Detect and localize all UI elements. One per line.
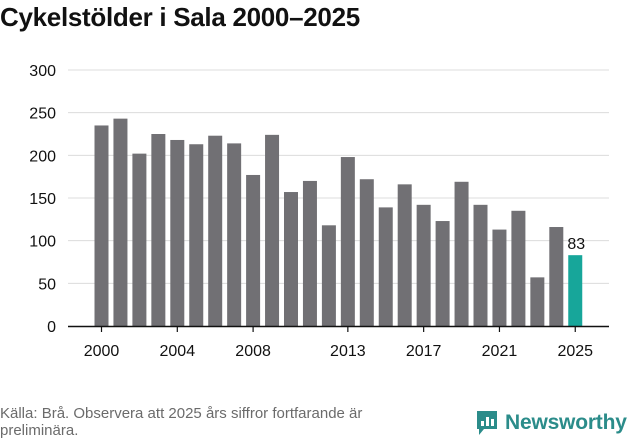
x-tick-label: 2008 <box>235 343 271 360</box>
bar-2021 <box>492 229 507 326</box>
bar-2006 <box>208 135 223 326</box>
bar-2012 <box>321 225 336 326</box>
bar-2014 <box>359 179 374 326</box>
bar-2020 <box>473 204 488 326</box>
x-tick-label: 2017 <box>406 343 442 360</box>
bar-2015 <box>378 207 393 326</box>
bar-chart: 0 50 100 150 200 250 300 83 2000 2004 2008 2013 2017… <box>29 63 609 360</box>
bar-2011 <box>302 180 317 326</box>
brand-name: Newsworthy <box>505 411 627 434</box>
bar-2005 <box>189 144 204 326</box>
bar-2004 <box>170 139 185 326</box>
x-tick-label: 2000 <box>84 343 120 360</box>
newsworthy-icon <box>477 411 497 435</box>
bar-2018 <box>435 221 450 326</box>
bar-2024 <box>549 227 564 326</box>
bar-2000 <box>94 125 109 326</box>
bar-2016 <box>397 184 412 326</box>
data-label-2025: 83 <box>567 236 585 253</box>
brand-logo: Newsworthy <box>475 409 627 437</box>
y-tick-label: 200 <box>29 148 56 165</box>
bar-2013 <box>340 157 355 326</box>
y-tick-label: 0 <box>47 319 56 336</box>
bar-2003 <box>151 134 166 326</box>
x-tick-label: 2021 <box>482 343 518 360</box>
bar-2002 <box>132 153 147 326</box>
y-tick-label: 300 <box>29 63 56 80</box>
y-tick-label: 250 <box>29 106 56 123</box>
source-note: Källa: Brå. Observera att 2025 års siffr… <box>0 405 363 439</box>
bar-2019 <box>454 181 469 326</box>
bar-2010 <box>284 192 298 326</box>
bar-2017 <box>416 204 431 326</box>
y-tick-label: 150 <box>29 191 56 208</box>
bar-2007 <box>227 143 242 326</box>
bar-2008 <box>246 174 261 326</box>
y-tick-label: 50 <box>38 276 56 293</box>
bar-2009 <box>265 134 280 326</box>
x-tick-label: 2013 <box>330 343 366 360</box>
bar-2023 <box>530 277 545 326</box>
bar-2001 <box>113 118 128 326</box>
x-tick-label: 2004 <box>160 343 196 360</box>
bar-2022 <box>511 210 526 326</box>
bar-2025 <box>568 255 583 326</box>
x-tick-label: 2025 <box>557 343 593 360</box>
y-tick-label: 100 <box>29 234 56 251</box>
chart-title: Cykelstölder i Sala 2000–2025 <box>0 2 360 32</box>
